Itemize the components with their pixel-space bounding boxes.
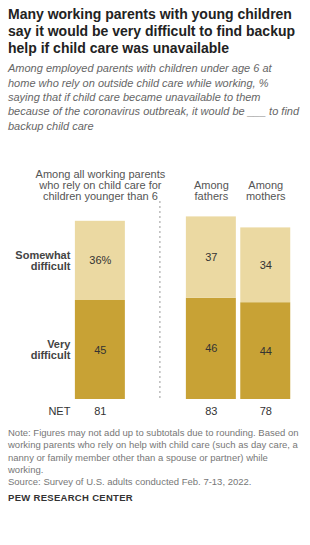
svg-text:46: 46 bbox=[205, 342, 217, 354]
svg-text:Amongfathers: Amongfathers bbox=[194, 178, 229, 201]
svg-text:83: 83 bbox=[205, 405, 217, 417]
html-text:Many working parents with youn: Many working parents with young children… bbox=[8, 6, 295, 56]
svg-text:Among all working parentswho r: Among all working parentswho rely on chi… bbox=[36, 167, 166, 201]
svg-text:Amongmothers: Amongmothers bbox=[246, 178, 286, 201]
svg-text:NET: NET bbox=[48, 405, 70, 417]
svg-text:34: 34 bbox=[260, 259, 272, 271]
svg-text:78: 78 bbox=[260, 405, 272, 417]
svg-text:Somewhatdifficult: Somewhatdifficult bbox=[15, 249, 70, 272]
html-text:Note: Figures may not add up t: Note: Figures may not add up to subtotal… bbox=[8, 426, 299, 475]
html-text:PEW RESEARCH CENTER: PEW RESEARCH CENTER bbox=[8, 491, 133, 503]
svg-text:37: 37 bbox=[205, 251, 217, 263]
svg-text:45: 45 bbox=[94, 343, 106, 355]
html-text:Source: Survey of U.S. adults: Source: Survey of U.S. adults conducted … bbox=[8, 476, 252, 488]
svg-text:36%: 36% bbox=[89, 254, 111, 266]
svg-text:81: 81 bbox=[94, 405, 106, 417]
svg-text:44: 44 bbox=[260, 344, 272, 356]
html-text:Among employed parents with ch: Among employed parents with children und… bbox=[8, 62, 300, 132]
svg-text:Verydifficult: Verydifficult bbox=[31, 338, 72, 361]
